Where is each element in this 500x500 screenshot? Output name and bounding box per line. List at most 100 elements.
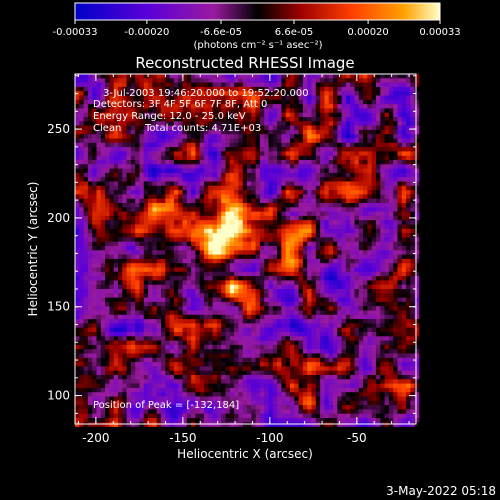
heatmap-cell (388, 129, 394, 135)
heatmap-cell (401, 147, 407, 152)
heatmap-cell (96, 254, 102, 260)
heatmap-cell (191, 215, 196, 221)
heatmap-cell (328, 233, 334, 238)
heatmap-cell (87, 134, 93, 139)
heatmap-cell (376, 168, 381, 174)
heatmap-cell (216, 168, 222, 174)
heatmap-cell (199, 310, 205, 316)
heatmap-cell (143, 108, 149, 113)
heatmap-cell (143, 271, 149, 277)
heatmap-cell (191, 86, 196, 92)
heatmap-cell (178, 147, 183, 152)
heatmap-cell (165, 233, 170, 238)
heatmap-cell (290, 254, 295, 260)
heatmap-cell (358, 138, 364, 144)
heatmap-cell (96, 323, 102, 328)
heatmap-cell (388, 293, 394, 298)
heatmap-cell (388, 263, 394, 268)
heatmap-cell (152, 95, 157, 101)
colorbar-tick-label: -6.6e-05 (200, 27, 242, 38)
heatmap-cell (199, 301, 205, 307)
heatmap-cell (307, 155, 312, 161)
heatmap-cell (238, 323, 243, 328)
heatmap-cell (324, 224, 329, 230)
heatmap-cell (298, 177, 304, 182)
heatmap-cell (225, 108, 231, 113)
heatmap-cell (83, 327, 89, 333)
heatmap-cell (259, 190, 265, 195)
heatmap-cell (156, 207, 162, 212)
heatmap-cell (290, 86, 295, 92)
heatmap-cell (311, 177, 317, 182)
heatmap-cell (173, 233, 179, 238)
heatmap-cell (311, 319, 317, 324)
heatmap-cell (195, 301, 200, 307)
heatmap-cell (173, 134, 179, 139)
heatmap-cell (173, 129, 179, 135)
heatmap-cell (315, 276, 321, 281)
heatmap-cell (277, 86, 282, 92)
heatmap-cell (87, 99, 93, 105)
heatmap-cell (221, 332, 226, 337)
heatmap-cell (290, 112, 295, 118)
heatmap-cell (315, 121, 321, 126)
heatmap-cell (324, 147, 329, 152)
heatmap-cell (328, 198, 334, 204)
heatmap-cell (105, 207, 110, 212)
heatmap-cell (281, 112, 286, 118)
heatmap-cell (376, 177, 381, 182)
heatmap-cell (152, 233, 157, 238)
heatmap-cell (393, 211, 398, 217)
heatmap-cell (268, 293, 274, 298)
heatmap-cell (315, 151, 321, 156)
heatmap-cell (221, 91, 226, 96)
heatmap-cell (212, 125, 218, 131)
heatmap-cell (221, 220, 226, 225)
heatmap-cell (100, 104, 106, 109)
heatmap-cell (191, 250, 196, 255)
heatmap-cell (169, 310, 175, 316)
heatmap-cell (320, 185, 325, 191)
heatmap-cell (242, 74, 248, 79)
heatmap-cell (251, 112, 256, 118)
heatmap-cell (268, 276, 274, 281)
heatmap-cell (384, 86, 390, 92)
heatmap-cell (242, 207, 248, 212)
heatmap-cell (199, 332, 205, 337)
heatmap-cell (208, 263, 213, 268)
heatmap-cell (380, 306, 385, 311)
heatmap-cell (135, 108, 140, 113)
heatmap-cell (363, 95, 368, 101)
heatmap-cell (294, 241, 299, 247)
heatmap-cell (225, 194, 231, 199)
heatmap-cell (238, 246, 243, 251)
heatmap-cell (109, 310, 114, 316)
heatmap-cell (285, 293, 291, 298)
heatmap-cell (113, 207, 119, 212)
heatmap-cell (285, 323, 291, 328)
heatmap-cell (277, 74, 282, 79)
heatmap-cell (100, 177, 106, 182)
heatmap-cell (182, 254, 188, 260)
heatmap-cell (178, 293, 183, 298)
heatmap-cell (380, 168, 385, 174)
heatmap-cell (272, 203, 278, 208)
heatmap-cell (281, 74, 286, 79)
heatmap-cell (186, 198, 192, 204)
heatmap-cell (100, 185, 106, 191)
heatmap-cell (354, 181, 360, 187)
colorbar-unit-label: (photons cm⁻² s⁻¹ asec⁻²) (193, 40, 322, 51)
heatmap-cell (294, 82, 299, 88)
heatmap-cell (315, 160, 321, 165)
heatmap-cell (393, 332, 398, 337)
heatmap-cell (410, 250, 415, 255)
heatmap-cell (229, 125, 235, 131)
heatmap-cell (380, 246, 385, 251)
heatmap-cell (169, 220, 175, 225)
heatmap-cell (307, 314, 312, 320)
heatmap-cell (397, 129, 403, 135)
heatmap-cell (277, 237, 282, 242)
heatmap-cell (139, 314, 145, 320)
heatmap-cell (376, 185, 381, 191)
heatmap-cell (161, 155, 166, 161)
